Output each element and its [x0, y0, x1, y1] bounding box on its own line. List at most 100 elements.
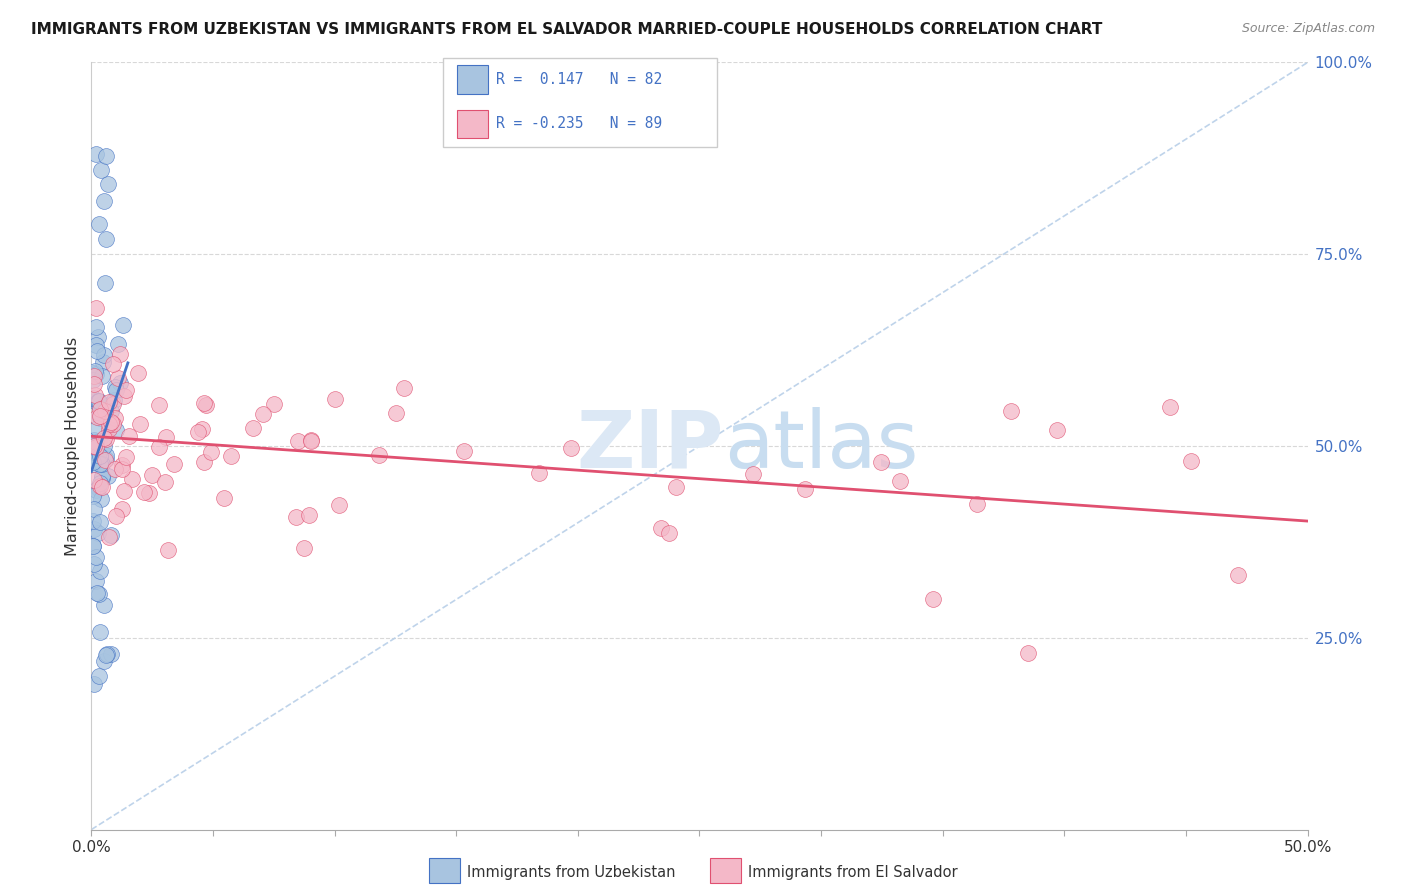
Point — [89, 407, 111, 421]
Point — [107, 371, 129, 385]
Point — [93, 599, 115, 613]
Point — [84, 368, 107, 382]
Y-axis label: Married-couple Households: Married-couple Households — [65, 336, 80, 556]
Point — [104, 508, 127, 523]
Point — [104, 380, 127, 394]
Point — [82, 455, 104, 469]
Point — [89, 515, 111, 529]
Point — [84, 301, 107, 315]
Point — [156, 542, 179, 557]
Text: Source: ZipAtlas.com: Source: ZipAtlas.com — [1241, 22, 1375, 36]
Point — [83, 501, 105, 516]
Point — [86, 586, 108, 600]
Point — [98, 421, 121, 435]
Point — [96, 149, 118, 163]
Point — [301, 434, 323, 449]
Point — [82, 539, 104, 553]
Point — [163, 457, 186, 471]
Point — [1000, 404, 1022, 418]
Text: R = -0.235   N = 89: R = -0.235 N = 89 — [496, 117, 662, 131]
Point — [103, 392, 125, 407]
Point — [100, 404, 122, 418]
Point — [90, 456, 112, 470]
Point — [97, 177, 120, 191]
Point — [84, 574, 107, 588]
Point — [219, 450, 242, 464]
Point — [83, 388, 105, 402]
Point — [453, 443, 475, 458]
Point — [91, 468, 114, 483]
Point — [104, 423, 127, 437]
Point — [922, 592, 945, 607]
Point — [111, 501, 134, 516]
Point — [86, 410, 108, 425]
Point — [103, 357, 125, 371]
Point — [83, 369, 105, 384]
Point — [94, 276, 117, 290]
Point — [84, 442, 107, 457]
Point — [889, 475, 911, 489]
Point — [82, 539, 104, 553]
Point — [658, 525, 681, 540]
Point — [112, 483, 135, 498]
Point — [83, 522, 105, 536]
Point — [252, 407, 274, 421]
Point — [89, 409, 111, 423]
Point — [263, 397, 285, 411]
Point — [83, 438, 105, 452]
Point — [98, 417, 121, 432]
Point — [86, 449, 108, 463]
Point — [385, 406, 408, 420]
Point — [127, 367, 149, 381]
Point — [117, 429, 139, 443]
Point — [89, 564, 111, 578]
Text: ZIP: ZIP — [576, 407, 724, 485]
Point — [1046, 423, 1069, 437]
Point — [84, 320, 107, 334]
Point — [84, 435, 107, 450]
Point — [86, 344, 108, 359]
Point — [89, 624, 111, 639]
Point — [86, 483, 108, 497]
Point — [141, 467, 163, 482]
Text: atlas: atlas — [724, 407, 918, 485]
Point — [94, 433, 117, 447]
Point — [100, 647, 122, 661]
Point — [89, 479, 111, 493]
Point — [153, 475, 176, 490]
Point — [83, 473, 105, 487]
Point — [148, 440, 170, 454]
Point — [287, 434, 309, 449]
Point — [86, 550, 108, 565]
Point — [292, 541, 315, 556]
Point — [108, 347, 131, 361]
Point — [93, 654, 115, 668]
Text: R =  0.147   N = 82: R = 0.147 N = 82 — [496, 72, 662, 87]
Point — [94, 451, 117, 466]
Point — [86, 481, 108, 495]
Point — [93, 439, 115, 453]
Point — [94, 648, 117, 663]
Point — [93, 432, 115, 446]
Point — [869, 455, 891, 469]
Point — [96, 648, 118, 662]
Point — [86, 421, 108, 435]
Point — [665, 480, 688, 494]
Point — [97, 530, 120, 544]
Point — [966, 497, 988, 511]
Point — [794, 482, 817, 496]
Point — [104, 462, 127, 476]
Point — [82, 373, 104, 387]
Point — [527, 466, 550, 480]
Text: IMMIGRANTS FROM UZBEKISTAN VS IMMIGRANTS FROM EL SALVADOR MARRIED-COUPLE HOUSEHO: IMMIGRANTS FROM UZBEKISTAN VS IMMIGRANTS… — [31, 22, 1102, 37]
Point — [91, 369, 114, 384]
Point — [82, 391, 104, 405]
Point — [107, 337, 129, 351]
Point — [90, 162, 112, 177]
Point — [87, 217, 110, 231]
Point — [89, 434, 111, 448]
Point — [111, 461, 134, 475]
Point — [83, 376, 105, 391]
Point — [323, 392, 346, 406]
Point — [84, 394, 107, 409]
